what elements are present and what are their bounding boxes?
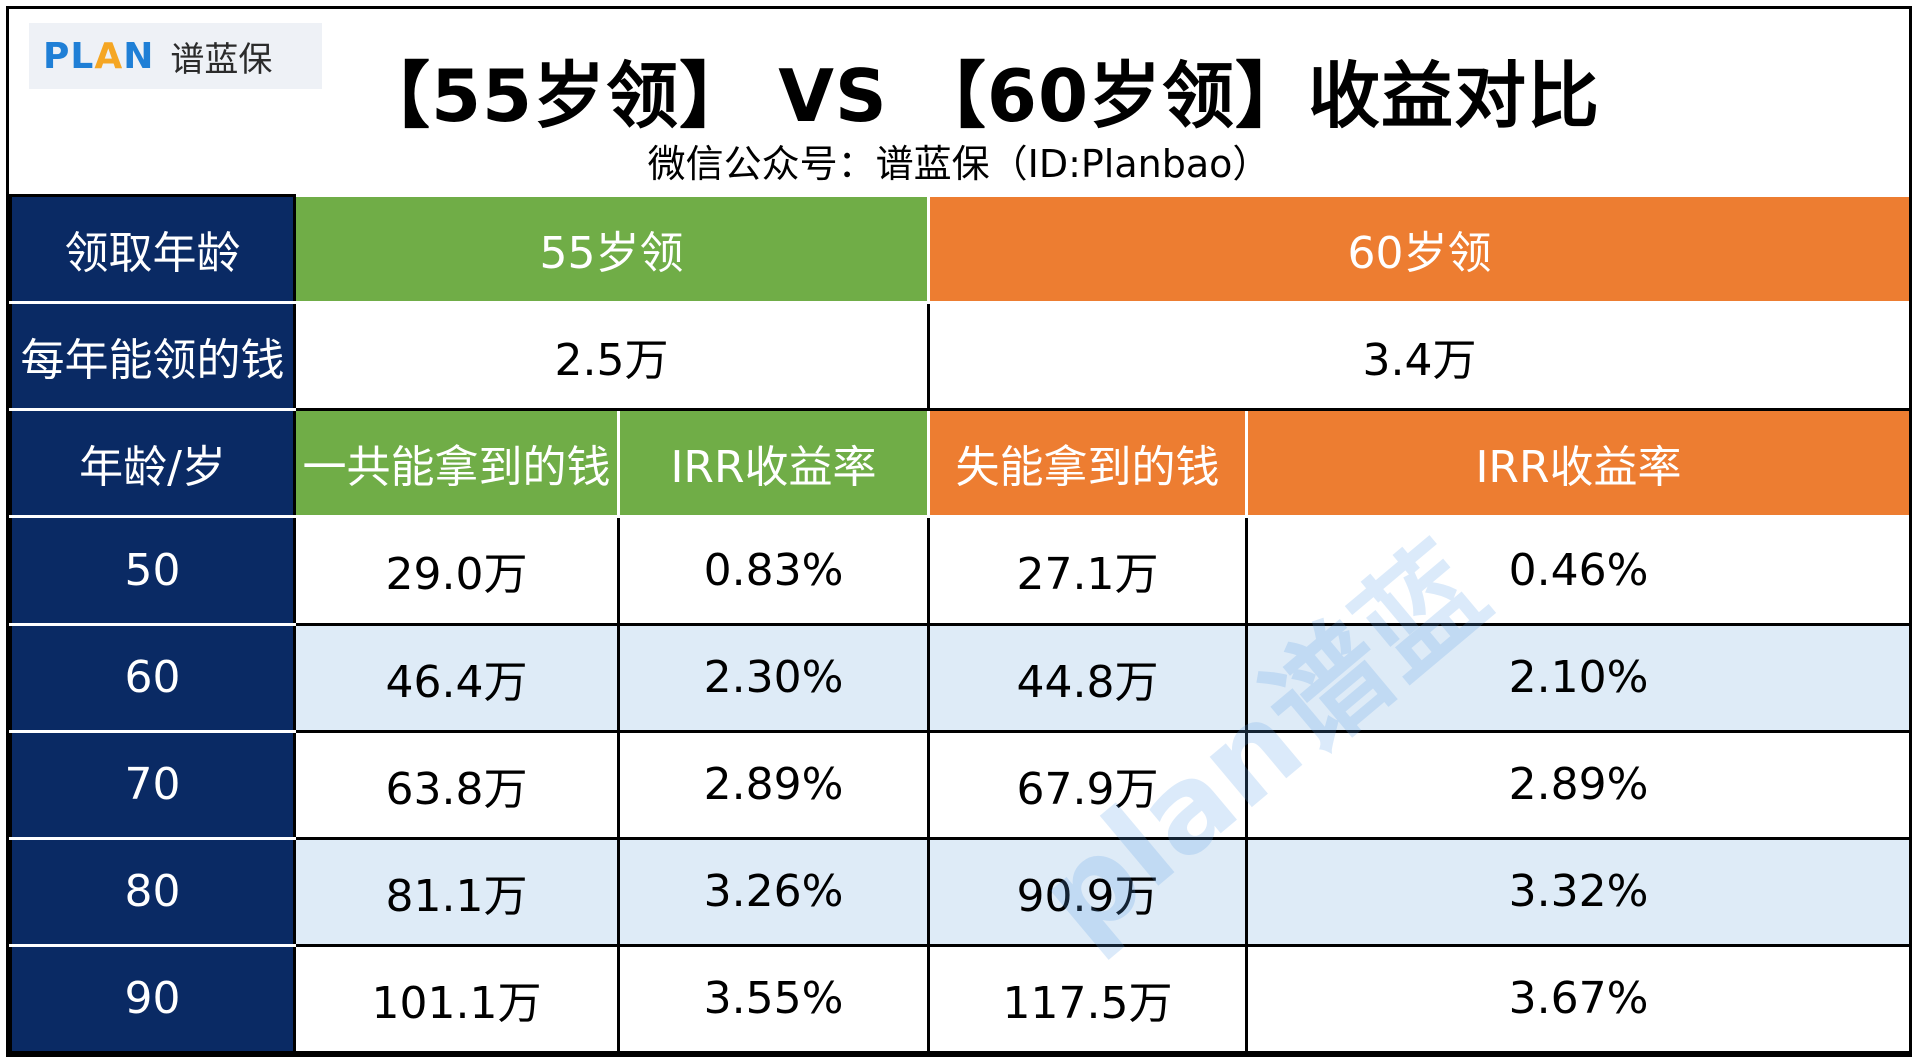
irr-a-cell: 2.30% bbox=[619, 624, 929, 731]
table-row-annual: 每年能领的钱 2.5万 3.4万 bbox=[11, 303, 1911, 410]
total-b-cell: 67.9万 bbox=[929, 731, 1247, 838]
table-row-claim-age: 领取年龄 55岁领 60岁领 bbox=[11, 196, 1911, 303]
irr-a-cell: 3.26% bbox=[619, 838, 929, 945]
total-b-cell: 90.9万 bbox=[929, 838, 1247, 945]
column-header-total-b: 失能拿到的钱 bbox=[929, 410, 1247, 517]
column-header-age: 年龄/岁 bbox=[11, 410, 295, 517]
total-a-cell: 63.8万 bbox=[295, 731, 619, 838]
table-column-headers: 年龄/岁 一共能拿到的钱 IRR收益率 失能拿到的钱 IRR收益率 bbox=[11, 410, 1911, 517]
age-cell: 90 bbox=[11, 945, 295, 1052]
total-a-cell: 46.4万 bbox=[295, 624, 619, 731]
age-cell: 50 bbox=[11, 517, 295, 624]
age-cell: 70 bbox=[11, 731, 295, 838]
irr-b-cell: 3.67% bbox=[1247, 945, 1911, 1052]
row-header-annual: 每年能领的钱 bbox=[11, 303, 295, 410]
irr-b-cell: 2.10% bbox=[1247, 624, 1911, 731]
irr-b-cell: 2.89% bbox=[1247, 731, 1911, 838]
page-title: 【55岁领】 VS 【60岁领】收益对比 bbox=[9, 37, 1909, 142]
age-cell: 60 bbox=[11, 624, 295, 731]
row-header-claim-age: 领取年龄 bbox=[11, 196, 295, 303]
option-a-header: 55岁领 bbox=[295, 196, 929, 303]
table-row: 60 46.4万 2.30% 44.8万 2.10% bbox=[11, 624, 1911, 731]
page-subtitle: 微信公众号：谱蓝保（ID:Planbao） bbox=[9, 133, 1909, 188]
total-a-cell: 101.1万 bbox=[295, 945, 619, 1052]
header: PLAN 谱蓝保 【55岁领】 VS 【60岁领】收益对比 微信公众号：谱蓝保（… bbox=[9, 9, 1909, 194]
total-b-cell: 117.5万 bbox=[929, 945, 1247, 1052]
column-header-irr-b: IRR收益率 bbox=[1247, 410, 1911, 517]
column-header-total-a: 一共能拿到的钱 bbox=[295, 410, 619, 517]
comparison-table: 领取年龄 55岁领 60岁领 每年能领的钱 2.5万 3.4万 年龄/岁 一共能… bbox=[9, 194, 1912, 1054]
total-b-cell: 27.1万 bbox=[929, 517, 1247, 624]
irr-b-cell: 0.46% bbox=[1247, 517, 1911, 624]
total-b-cell: 44.8万 bbox=[929, 624, 1247, 731]
irr-a-cell: 0.83% bbox=[619, 517, 929, 624]
table-row: 50 29.0万 0.83% 27.1万 0.46% bbox=[11, 517, 1911, 624]
column-header-irr-a: IRR收益率 bbox=[619, 410, 929, 517]
annual-value-b: 3.4万 bbox=[929, 303, 1911, 410]
option-b-header: 60岁领 bbox=[929, 196, 1911, 303]
table-row: 70 63.8万 2.89% 67.9万 2.89% bbox=[11, 731, 1911, 838]
annual-value-a: 2.5万 bbox=[295, 303, 929, 410]
comparison-sheet: PLAN 谱蓝保 【55岁领】 VS 【60岁领】收益对比 微信公众号：谱蓝保（… bbox=[6, 6, 1912, 1057]
irr-a-cell: 3.55% bbox=[619, 945, 929, 1052]
irr-a-cell: 2.89% bbox=[619, 731, 929, 838]
table-row: 90 101.1万 3.55% 117.5万 3.67% bbox=[11, 945, 1911, 1052]
total-a-cell: 29.0万 bbox=[295, 517, 619, 624]
irr-b-cell: 3.32% bbox=[1247, 838, 1911, 945]
table-row: 80 81.1万 3.26% 90.9万 3.32% bbox=[11, 838, 1911, 945]
total-a-cell: 81.1万 bbox=[295, 838, 619, 945]
age-cell: 80 bbox=[11, 838, 295, 945]
